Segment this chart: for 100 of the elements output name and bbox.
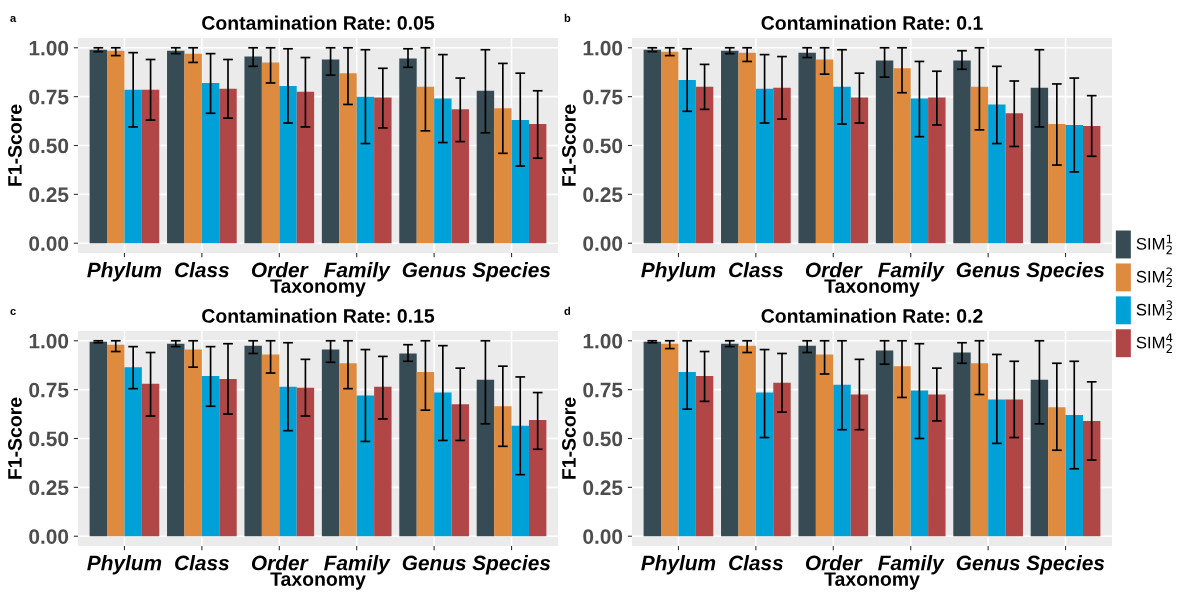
bar [970,363,989,537]
y-tick-label: 0.50 [583,431,623,447]
bar [261,62,280,244]
bar [167,50,185,244]
bar [1030,379,1049,537]
x-tick-label: Phylum [87,555,162,575]
bar [850,394,869,537]
bar [815,59,834,244]
bar [416,372,435,537]
bar [89,49,108,244]
bar [124,89,142,244]
bar [1005,399,1023,537]
y-tick-label: 0.75 [29,382,69,398]
chart-title: Contamination Rate: 0.2 [761,308,983,323]
bar [738,52,756,244]
x-tick-label: Phylum [87,262,162,282]
bar [661,51,679,244]
bar [124,367,142,537]
bar [399,58,417,244]
bar [1048,124,1066,244]
bar [1065,415,1083,537]
y-tick-label: 0.50 [29,431,69,447]
legend-label: SIM$^{4}$$_{2}$ [1136,333,1173,353]
bar [494,108,512,244]
bar [167,343,185,537]
y-tick-label: 0.25 [583,480,623,496]
bar [755,88,774,244]
bar [773,382,791,537]
bar [678,80,696,244]
bar [279,85,297,244]
bar [815,354,834,537]
bar [528,419,547,537]
y-tick-label: 0.75 [29,89,69,105]
bar [356,96,375,244]
bar [643,341,662,537]
text: a [10,15,17,22]
bar [356,395,375,537]
bar [798,345,816,537]
bar [910,390,929,537]
bar [773,87,791,244]
y-tick-label: 0.00 [29,529,69,544]
bar [970,86,989,244]
bar [1082,420,1101,537]
bar [511,120,529,244]
bar [279,386,297,537]
y-tick-label: 1.00 [29,333,69,349]
bar [184,53,202,244]
bar [1065,124,1083,244]
x-tick-label: Species [472,262,551,282]
bar [107,50,125,244]
bar [1030,87,1049,244]
bar [1082,125,1101,244]
bar [910,98,929,244]
bar [476,90,495,244]
bar [678,372,696,537]
x-tick-label: Species [1026,262,1105,282]
bar [89,341,108,537]
bar [721,343,739,537]
x-tick-label: Phylum [641,262,716,282]
y-axis-title: F1-Score [8,104,22,186]
x-tick-label: Class [729,262,783,278]
bar [451,109,469,244]
chart-title: Contamination Rate: 0.1 [761,15,983,30]
bar [528,124,547,244]
bar [374,97,392,244]
bar [755,392,774,537]
x-tick-label: Phylum [641,555,716,575]
x-tick-label: Genus [402,555,466,571]
x-tick-label: Order [251,262,309,278]
bar [833,86,851,244]
bar [850,97,869,244]
y-tick-label: 0.75 [583,382,623,398]
bar [953,352,971,537]
bar [184,349,202,537]
x-tick-label: Genus [956,555,1020,571]
bar [219,88,237,244]
bar [875,60,894,244]
bar [833,384,851,537]
legend-label: SIM$^{3}$$_{2}$ [1136,300,1173,320]
y-tick-label: 0.50 [29,138,69,154]
bar [893,68,911,244]
y-tick-label: 0.75 [583,89,623,105]
y-tick-label: 0.00 [583,529,623,544]
text: c [10,308,16,315]
text: d [564,306,571,315]
y-axis-title: F1-Score [8,397,22,479]
bar [928,394,946,537]
bar [695,375,714,537]
bar [321,59,340,244]
bar [219,378,237,537]
bar [451,404,469,537]
x-tick-label: Genus [956,262,1020,278]
y-tick-label: 0.25 [29,480,69,496]
bar [953,60,971,244]
bar [434,392,452,537]
x-tick-label: Order [251,555,309,571]
bar [643,49,662,244]
legend-label: SIM$^{2}$$_{2}$ [1136,267,1172,288]
x-tick-label: Species [472,555,551,575]
text: b [564,13,571,22]
